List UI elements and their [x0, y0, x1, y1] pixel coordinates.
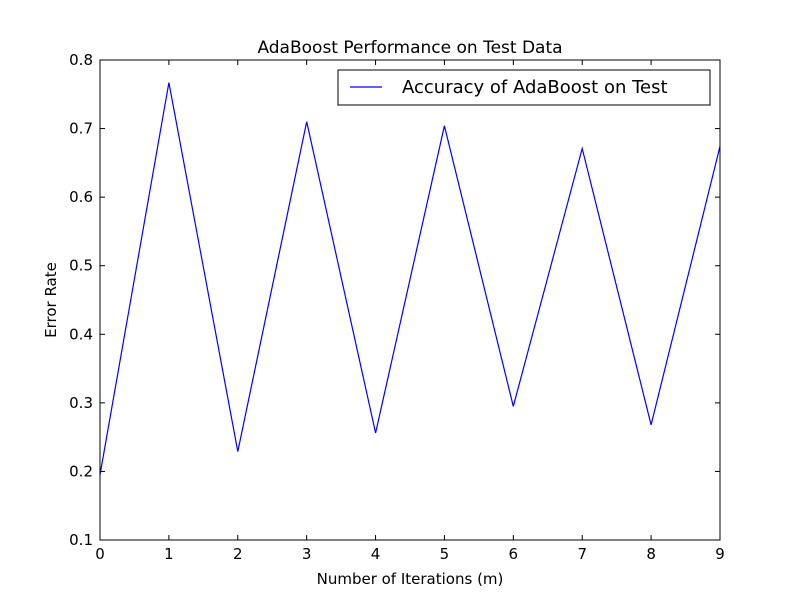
y-tick-label: 0.3	[69, 394, 93, 412]
chart-title: AdaBoost Performance on Test Data	[257, 38, 562, 58]
legend-box	[337, 69, 711, 106]
series-line-accuracy	[99, 82, 721, 476]
x-tick-label: 3	[302, 545, 312, 563]
x-tick-label: 5	[440, 545, 450, 563]
x-axis-label: Number of Iterations (m)	[317, 570, 504, 588]
x-tick-label: 7	[577, 545, 587, 563]
axes-frame	[99, 59, 721, 541]
y-tick-label: 0.8	[69, 51, 93, 69]
y-tick-label: 0.5	[69, 257, 93, 275]
y-tick-label: 0.7	[69, 120, 93, 138]
x-tick-label: 1	[164, 545, 174, 563]
x-tick-label: 6	[509, 545, 519, 563]
y-tick-label: 0.6	[69, 188, 93, 206]
x-tick-label: 9	[715, 545, 725, 563]
plot-area	[99, 82, 721, 476]
y-axis-label: Error Rate	[42, 262, 60, 338]
y-tick-label: 0.2	[69, 462, 93, 480]
x-tick-label: 2	[233, 545, 243, 563]
y-tick-label: 0.4	[69, 325, 93, 343]
x-axis: 0 1 2 3 4 5 6 7 8 9	[95, 60, 725, 563]
x-tick-label: 8	[646, 545, 656, 563]
y-axis: 0.1 0.2 0.3 0.4 0.5 0.6 0.7 0.8	[69, 51, 720, 549]
legend: Accuracy of AdaBoost on Test	[337, 69, 711, 106]
y-tick-label: 0.1	[69, 531, 93, 549]
legend-label-accuracy: Accuracy of AdaBoost on Test	[402, 77, 668, 98]
x-tick-label: 0	[95, 545, 105, 563]
x-tick-label: 4	[371, 545, 381, 563]
